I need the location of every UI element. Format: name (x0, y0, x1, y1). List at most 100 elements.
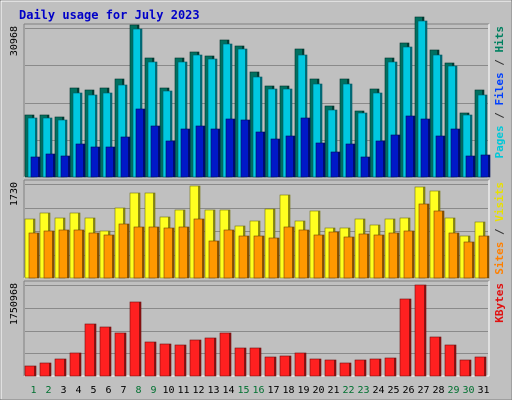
bar-pages (120, 136, 131, 178)
bar-kbytes (189, 339, 202, 377)
bar-outline (189, 339, 202, 377)
bar-outline (249, 347, 262, 377)
bar-shade (367, 234, 369, 278)
bar-fill (418, 21, 427, 177)
bar-outline (255, 131, 266, 178)
bar-fill (391, 135, 400, 177)
bar-fill (151, 126, 160, 177)
bar-sites (298, 229, 310, 279)
bar-pages (420, 118, 431, 178)
bar-shade (199, 340, 201, 376)
bar-fill (241, 120, 250, 177)
bar-outline (253, 235, 265, 279)
bar-fill (74, 230, 84, 278)
bar-kbytes (249, 347, 262, 377)
bar-fill (115, 333, 126, 376)
x-tick-label: 20 (312, 385, 324, 396)
bar-shade (262, 236, 264, 278)
bar-shade (409, 299, 411, 376)
bar-shade (365, 113, 367, 177)
bar-kbytes (414, 284, 427, 377)
bar-shade (215, 59, 217, 177)
x-tick-label: 3 (60, 385, 66, 396)
bar-outline (75, 143, 86, 178)
bar-fill (130, 302, 141, 376)
bar-fill (299, 230, 309, 278)
bar-shade (37, 233, 39, 278)
bar-kbytes (294, 352, 307, 377)
bar-shade (248, 120, 250, 177)
bar-fill (250, 348, 261, 376)
bar-fill (59, 230, 69, 278)
bar-shade (473, 156, 475, 177)
bar-outline (39, 362, 52, 377)
bar-fill (415, 285, 426, 376)
bar-kbytes (264, 356, 277, 377)
bar-outline (459, 359, 472, 377)
bar-fill (370, 359, 381, 376)
bar-sites (313, 234, 325, 279)
bar-fill (164, 228, 174, 278)
bar-kbytes (84, 323, 97, 377)
bar-outline (165, 140, 176, 178)
bar-outline (315, 142, 326, 178)
bar-pages (450, 128, 461, 178)
bar-fill (436, 136, 445, 177)
bar-kbytes (114, 332, 127, 377)
legend-entry: Files (493, 72, 506, 105)
bar-sites (433, 210, 445, 279)
bar-shade (229, 333, 231, 376)
bar-shade (52, 231, 54, 278)
x-tick-label: 22 (342, 385, 354, 396)
bar-outline (345, 143, 356, 178)
bar-outline (88, 232, 100, 279)
bar-shade (64, 359, 66, 376)
bar-outline (405, 115, 416, 178)
bar-shade (457, 233, 459, 278)
bar-fill (449, 233, 459, 278)
bar-shade (395, 62, 397, 177)
bar-fill (104, 235, 114, 278)
bar-outline (114, 332, 127, 377)
bar-fill (298, 55, 307, 177)
bar-sites (73, 229, 85, 279)
bar-fill (464, 242, 474, 278)
bar-shade (290, 89, 292, 177)
bar-shade (439, 337, 441, 376)
bar-fill (316, 143, 325, 177)
bar-kbytes (399, 298, 412, 377)
bar-fill (340, 363, 351, 376)
x-tick-label: 29 (447, 385, 459, 396)
bar-kbytes (39, 362, 52, 377)
bar-fill (211, 129, 220, 177)
bar-fill (76, 144, 85, 177)
bar-fill (313, 84, 322, 177)
bar-fill (224, 230, 234, 278)
bar-fill (284, 227, 294, 278)
panels-group: 30968 Pages / Files / Hits 1730 Sites / Vis… (9, 16, 506, 377)
bar-outline (208, 240, 220, 279)
bar-fill (361, 157, 370, 177)
bar-pages (270, 138, 281, 178)
x-tick-label: 30 (462, 385, 474, 396)
bar-shade (155, 62, 157, 177)
bar-fill (481, 155, 490, 177)
bar-sites (463, 241, 475, 279)
bar-pages (225, 118, 236, 178)
bar-kbytes (339, 362, 352, 377)
bar-fill (190, 340, 201, 376)
bar-outline (298, 229, 310, 279)
bar-kbytes (219, 332, 232, 377)
x-tick-label: 14 (222, 385, 234, 396)
bar-fill (61, 156, 70, 177)
bar-fill (119, 224, 129, 278)
x-tick-label: 6 (105, 385, 111, 396)
bar-shade (410, 47, 412, 177)
bar-kbytes (279, 355, 292, 377)
bar-outline (234, 347, 247, 377)
bar-outline (135, 108, 146, 178)
bar-pages (60, 155, 71, 178)
legend-entry: KBytes (493, 283, 506, 323)
bar-shade (79, 353, 81, 376)
y-tick-label: 1730 (9, 182, 20, 206)
